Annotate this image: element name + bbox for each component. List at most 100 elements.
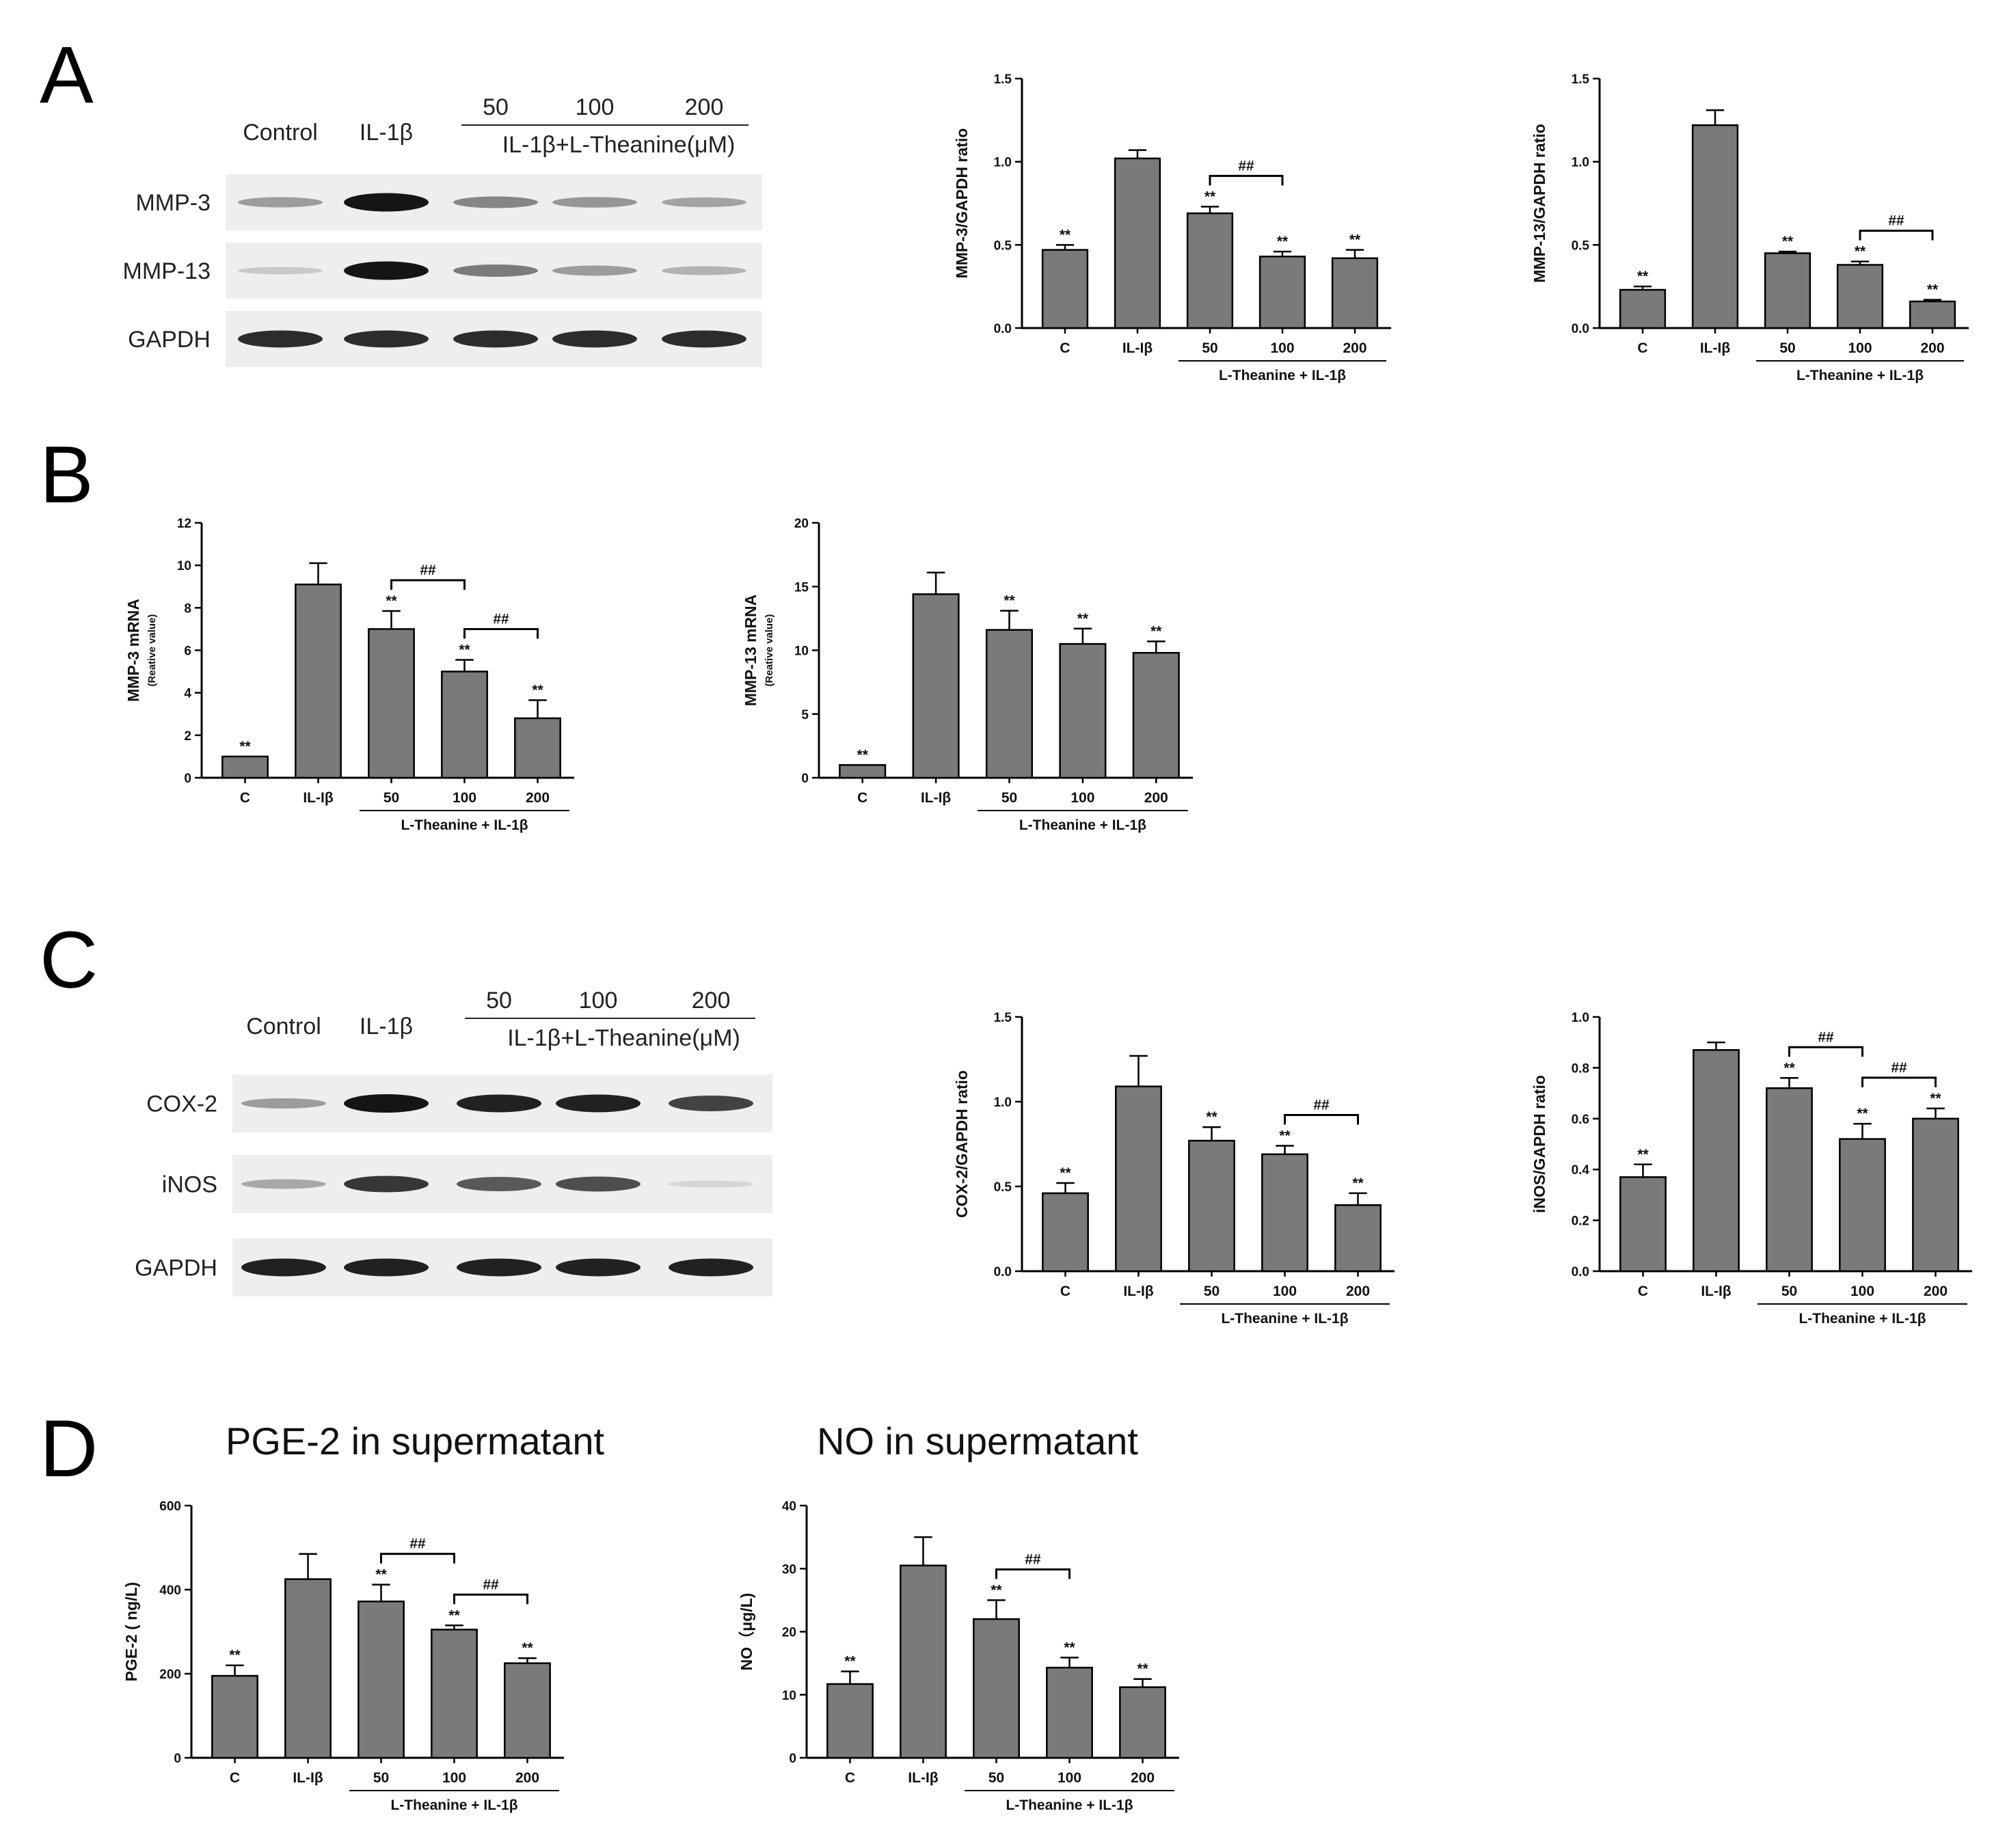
bracket-label: ##: [420, 562, 436, 578]
y-axis-sublabel: (Reative value): [764, 614, 775, 687]
blot-band: [344, 261, 429, 280]
significance-marker: **: [1277, 234, 1289, 249]
x-category-label: 200: [1343, 340, 1366, 356]
x-category-label: IL-Iβ: [1123, 1283, 1153, 1299]
y-tick-label: 0.0: [994, 322, 1012, 336]
significance-marker: **: [844, 1654, 856, 1670]
bar: [1619, 1176, 1667, 1273]
y-tick-label: 0.5: [994, 1180, 1012, 1195]
blot-band: [241, 1098, 326, 1109]
significance-marker: **: [991, 1582, 1002, 1598]
bar: [358, 1600, 405, 1759]
blot-lane-label: 50: [486, 988, 512, 1014]
bar: [1839, 1138, 1886, 1273]
x-category-label: IL-Iβ: [303, 790, 333, 806]
significance-marker: **: [1782, 234, 1794, 249]
bracket-label: ##: [1888, 213, 1904, 229]
significance-marker: **: [1004, 593, 1015, 609]
y-tick-label: 0.8: [1572, 1061, 1589, 1076]
bar: [514, 717, 561, 779]
x-category-label: C: [1638, 1283, 1648, 1299]
y-tick-label: 1.5: [994, 72, 1012, 87]
blot-band: [453, 264, 538, 277]
x-category-label: C: [1060, 340, 1070, 356]
x-category-label: IL-Iβ: [1122, 340, 1153, 356]
blot-group-label: IL-1β+L-Theanine(μM): [507, 1025, 740, 1051]
bracket-label: ##: [1238, 158, 1254, 174]
blot-band: [556, 1258, 641, 1277]
blot-band: [669, 1258, 753, 1277]
bar: [912, 593, 960, 779]
y-tick-label: 0: [184, 772, 191, 786]
bar: [1766, 1087, 1813, 1273]
group-label: L-Theanine + IL-1β: [390, 1797, 517, 1813]
bar: [1912, 1117, 1959, 1273]
panel-letter-c: C: [40, 915, 98, 1005]
blot-protein-label: GAPDH: [128, 327, 211, 353]
significance-marker: **: [532, 683, 543, 698]
y-tick-label: 40: [782, 1499, 796, 1514]
y-tick-label: 1.5: [1572, 72, 1590, 87]
bar: [1059, 642, 1107, 779]
group-label: L-Theanine + IL-1β: [1006, 1797, 1133, 1813]
x-category-label: IL-Iβ: [293, 1770, 323, 1786]
significance-marker: **: [1930, 1091, 1941, 1106]
significance-marker: **: [1349, 232, 1361, 248]
bar: [1693, 1049, 1740, 1273]
y-tick-label: 6: [184, 644, 191, 659]
blot-band: [669, 1096, 753, 1111]
y-tick-label: 0: [174, 1752, 181, 1766]
bracket-label: ##: [1818, 1029, 1834, 1045]
significance-marker: **: [1352, 1176, 1364, 1191]
y-tick-label: 0.6: [1572, 1113, 1589, 1127]
x-category-label: 100: [1273, 1283, 1297, 1299]
bar: [1331, 257, 1379, 329]
x-category-label: 50: [1204, 1283, 1220, 1299]
blot-lane-label: Control: [246, 1014, 321, 1040]
y-tick-label: 12: [177, 517, 191, 531]
bar: [985, 629, 1034, 779]
panel-letter-d: D: [40, 1404, 98, 1494]
blot-band: [669, 1180, 753, 1188]
y-tick-label: 2: [184, 729, 191, 744]
x-category-label: 50: [1202, 340, 1217, 356]
y-tick-label: 0.5: [1572, 239, 1590, 253]
comparison-bracket: [1284, 1113, 1359, 1125]
inos-protein-chart: 0.0 0.2 0.4 0.6 0.8 1.0 iNOS/GAPDH ratio ** C IL-…: [1531, 1011, 1972, 1327]
significance-marker: **: [229, 1648, 241, 1663]
significance-marker: **: [1060, 1165, 1071, 1181]
x-category-label: 200: [1920, 340, 1944, 356]
x-category-label: 50: [1001, 790, 1017, 806]
blot-lane-label: 200: [692, 988, 731, 1014]
y-axis-label: NO（μg/L): [738, 1593, 755, 1671]
y-tick-label: 0.4: [1572, 1163, 1590, 1178]
significance-marker: **: [1637, 269, 1649, 284]
x-category-label: C: [240, 790, 250, 806]
comparison-bracket: [453, 1593, 528, 1605]
y-tick-label: 5: [801, 708, 809, 722]
y-tick-label: 0: [801, 772, 809, 786]
significance-marker: **: [448, 1607, 460, 1623]
no-chart-title: NO in supermatant: [817, 1419, 1138, 1463]
x-category-label: 50: [1779, 340, 1795, 356]
y-tick-label: 0.0: [1572, 322, 1589, 336]
y-axis-label: MMP-3/GAPDH ratio: [953, 128, 971, 279]
x-category-label: 200: [1924, 1283, 1948, 1299]
x-category-label: 50: [383, 790, 399, 806]
x-category-label: 100: [1070, 790, 1094, 806]
y-axis-label: MMP-3 mRNA: [124, 599, 142, 702]
blot-protein-label: iNOS: [162, 1172, 217, 1198]
group-label: L-Theanine + IL-1β: [1796, 368, 1924, 383]
bar: [368, 628, 415, 779]
significance-marker: **: [1637, 1147, 1649, 1163]
comparison-bracket: [995, 1568, 1070, 1579]
significance-marker: **: [1279, 1128, 1291, 1143]
x-category-label: 200: [515, 1770, 539, 1786]
bar: [1334, 1204, 1382, 1273]
y-tick-label: 30: [782, 1562, 796, 1577]
y-tick-label: 20: [782, 1626, 796, 1640]
blot-band: [662, 197, 746, 208]
panel-letter-b: B: [40, 430, 94, 520]
mmp13-mrna-chart: 0 5 10 15 20 MMP-13 mRNA (Reative value) ** C IL-…: [742, 517, 1193, 833]
y-tick-label: 0.0: [1572, 1265, 1589, 1279]
